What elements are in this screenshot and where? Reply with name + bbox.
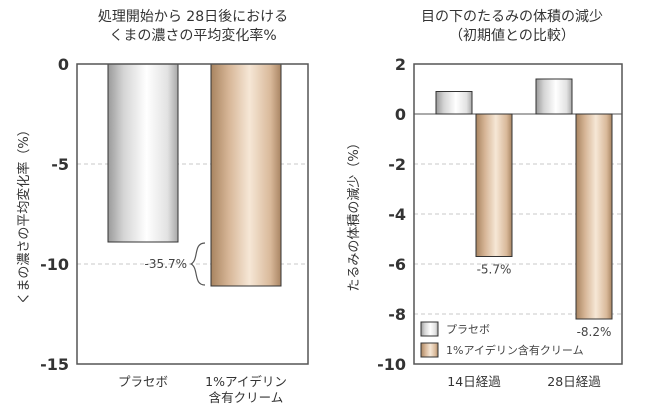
chart2-title-line: 目の下のたるみの体積の減少 xyxy=(421,8,603,25)
chart2-y-axis-label: たるみの体積の減少（%） xyxy=(346,136,362,291)
chart1-category-label: 1%アイデリン xyxy=(205,374,287,389)
chart1-y-tick-label: -5 xyxy=(51,155,69,174)
chart1-bar xyxy=(107,63,179,243)
chart1-y-axis-label: くまの濃さの平均変化率（%） xyxy=(16,123,32,304)
chart2-bar xyxy=(535,78,573,115)
chart2-y-tick-label: -2 xyxy=(388,155,406,174)
chart2-data-label: -8.2% xyxy=(577,325,612,339)
chart1-category-label: プラセボ xyxy=(118,374,168,389)
chart2-legend-label: プラセボ xyxy=(446,323,490,336)
chart2-bar xyxy=(435,91,473,115)
chart1-plot-frame xyxy=(76,63,309,365)
chart2-y-tick-label: -4 xyxy=(388,205,406,224)
chart2-category-label: 28日経過 xyxy=(547,374,601,389)
chart2-legend-label: 1%アイデリン含有クリーム xyxy=(446,343,584,357)
chart2-y-tick-label: 0 xyxy=(395,105,406,124)
chart2-title-line: （初期値との比較） xyxy=(449,27,575,44)
chart2-y-tick-label: -10 xyxy=(377,355,406,374)
chart2-bar xyxy=(575,113,613,320)
chart1-bar xyxy=(210,63,282,287)
chart2-y-tick-label: 2 xyxy=(395,55,406,74)
chart2-y-tick-label: -8 xyxy=(388,305,406,324)
chart1-category-label: 含有クリーム xyxy=(209,390,284,405)
chart1-y-tick-label: 0 xyxy=(58,55,69,74)
chart1-y-tick-label: -10 xyxy=(40,255,69,274)
chart1-title-line: 処理開始から 28日後における xyxy=(98,9,288,25)
chart2-plot-frame xyxy=(413,63,623,365)
chart2-bar xyxy=(475,113,513,257)
chart1-difference-annotation: -35.7% xyxy=(145,257,187,271)
chart2-y-tick-label: -6 xyxy=(388,255,406,274)
chart1-difference-brace xyxy=(189,242,206,286)
chart1-title-line: くまの濃さの平均変化率% xyxy=(109,27,276,44)
chart2-legend-swatch xyxy=(420,342,439,358)
chart2-legend-swatch xyxy=(420,321,439,337)
chart1-y-tick-label: -15 xyxy=(40,355,69,374)
chart2-category-label: 14日経過 xyxy=(447,374,501,389)
chart2-data-label: -5.7% xyxy=(477,263,512,277)
